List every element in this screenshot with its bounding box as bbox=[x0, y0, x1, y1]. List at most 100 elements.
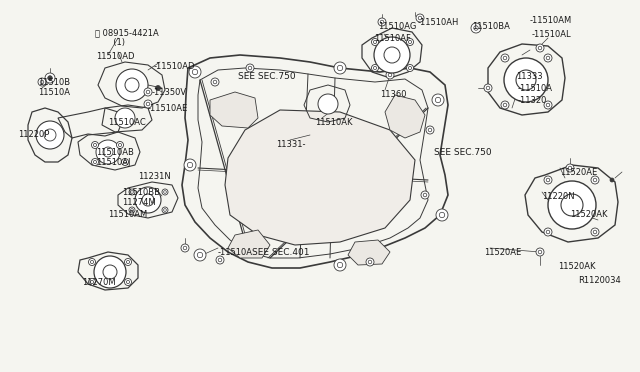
Circle shape bbox=[610, 178, 614, 182]
Circle shape bbox=[162, 189, 168, 195]
Circle shape bbox=[93, 144, 97, 147]
Text: 11510AK: 11510AK bbox=[315, 118, 353, 127]
Circle shape bbox=[90, 260, 93, 264]
Circle shape bbox=[144, 100, 152, 108]
Circle shape bbox=[471, 23, 481, 33]
Circle shape bbox=[408, 67, 412, 70]
Circle shape bbox=[568, 166, 573, 170]
Circle shape bbox=[423, 193, 427, 197]
Circle shape bbox=[473, 25, 479, 31]
Circle shape bbox=[92, 141, 99, 148]
Circle shape bbox=[48, 76, 52, 80]
Text: 11510A: 11510A bbox=[38, 88, 70, 97]
Circle shape bbox=[436, 209, 448, 221]
Circle shape bbox=[118, 144, 122, 147]
Text: SEE SEC.750: SEE SEC.750 bbox=[238, 72, 296, 81]
Polygon shape bbox=[348, 240, 390, 265]
Circle shape bbox=[408, 41, 412, 44]
Circle shape bbox=[536, 248, 544, 256]
Circle shape bbox=[334, 62, 346, 74]
Circle shape bbox=[194, 249, 206, 261]
Circle shape bbox=[48, 76, 52, 80]
Circle shape bbox=[373, 67, 376, 70]
Circle shape bbox=[127, 280, 129, 283]
Text: 11270M: 11270M bbox=[82, 278, 116, 287]
Circle shape bbox=[103, 265, 117, 279]
Circle shape bbox=[40, 80, 45, 84]
Text: -11510A: -11510A bbox=[218, 248, 253, 257]
Text: 11520AE: 11520AE bbox=[484, 248, 521, 257]
Circle shape bbox=[379, 19, 385, 25]
Circle shape bbox=[421, 191, 429, 199]
Text: R1120034: R1120034 bbox=[578, 276, 621, 285]
Circle shape bbox=[164, 190, 166, 193]
Circle shape bbox=[503, 103, 507, 107]
Circle shape bbox=[371, 64, 378, 71]
Text: 11520AK: 11520AK bbox=[558, 262, 595, 271]
Circle shape bbox=[38, 78, 46, 86]
Circle shape bbox=[216, 256, 224, 264]
Circle shape bbox=[426, 126, 434, 134]
Text: -11510AM: -11510AM bbox=[530, 16, 572, 25]
Circle shape bbox=[45, 73, 55, 83]
Circle shape bbox=[103, 147, 113, 157]
Circle shape bbox=[129, 207, 135, 213]
Text: 11360: 11360 bbox=[380, 90, 406, 99]
Circle shape bbox=[131, 209, 133, 211]
Text: 11510BB: 11510BB bbox=[122, 188, 160, 197]
Text: SEE SEC.750: SEE SEC.750 bbox=[434, 148, 492, 157]
Circle shape bbox=[591, 176, 599, 184]
Circle shape bbox=[366, 258, 374, 266]
Circle shape bbox=[501, 54, 509, 62]
Text: -11510AE: -11510AE bbox=[148, 104, 188, 113]
Circle shape bbox=[182, 246, 188, 250]
Circle shape bbox=[388, 73, 392, 77]
Circle shape bbox=[122, 158, 129, 166]
Circle shape bbox=[189, 66, 201, 78]
Text: 11510AG: 11510AG bbox=[378, 22, 417, 31]
Circle shape bbox=[386, 71, 394, 79]
Circle shape bbox=[546, 56, 550, 60]
Text: 11274M: 11274M bbox=[122, 198, 156, 207]
Circle shape bbox=[94, 256, 126, 288]
Circle shape bbox=[406, 38, 413, 45]
Circle shape bbox=[544, 176, 552, 184]
Circle shape bbox=[538, 250, 542, 254]
Circle shape bbox=[192, 69, 198, 75]
Circle shape bbox=[246, 64, 254, 72]
Text: 11220N: 11220N bbox=[542, 192, 575, 201]
Text: (1): (1) bbox=[108, 38, 125, 47]
Circle shape bbox=[218, 258, 222, 262]
Circle shape bbox=[548, 181, 596, 229]
Text: 11510B: 11510B bbox=[38, 78, 70, 87]
Circle shape bbox=[591, 228, 599, 236]
Circle shape bbox=[486, 86, 490, 90]
Circle shape bbox=[373, 41, 376, 44]
Circle shape bbox=[127, 260, 129, 264]
Polygon shape bbox=[228, 230, 270, 258]
Circle shape bbox=[546, 178, 550, 182]
Circle shape bbox=[334, 259, 346, 271]
Circle shape bbox=[337, 262, 342, 268]
Circle shape bbox=[129, 189, 135, 195]
Polygon shape bbox=[225, 110, 415, 245]
Text: 11510AC: 11510AC bbox=[108, 118, 146, 127]
Text: 11220P: 11220P bbox=[18, 130, 49, 139]
Circle shape bbox=[188, 162, 193, 168]
Text: -11320: -11320 bbox=[518, 96, 547, 105]
Circle shape bbox=[503, 56, 507, 60]
Circle shape bbox=[125, 78, 139, 92]
Circle shape bbox=[125, 279, 131, 285]
Circle shape bbox=[593, 178, 596, 182]
Circle shape bbox=[538, 45, 543, 51]
Circle shape bbox=[439, 212, 445, 218]
Circle shape bbox=[318, 94, 338, 114]
Circle shape bbox=[544, 54, 552, 62]
Circle shape bbox=[88, 259, 95, 266]
Circle shape bbox=[380, 20, 384, 24]
Circle shape bbox=[593, 230, 596, 234]
Circle shape bbox=[374, 37, 410, 73]
Circle shape bbox=[146, 90, 150, 94]
Text: 11231N: 11231N bbox=[138, 172, 171, 181]
Circle shape bbox=[248, 66, 252, 70]
